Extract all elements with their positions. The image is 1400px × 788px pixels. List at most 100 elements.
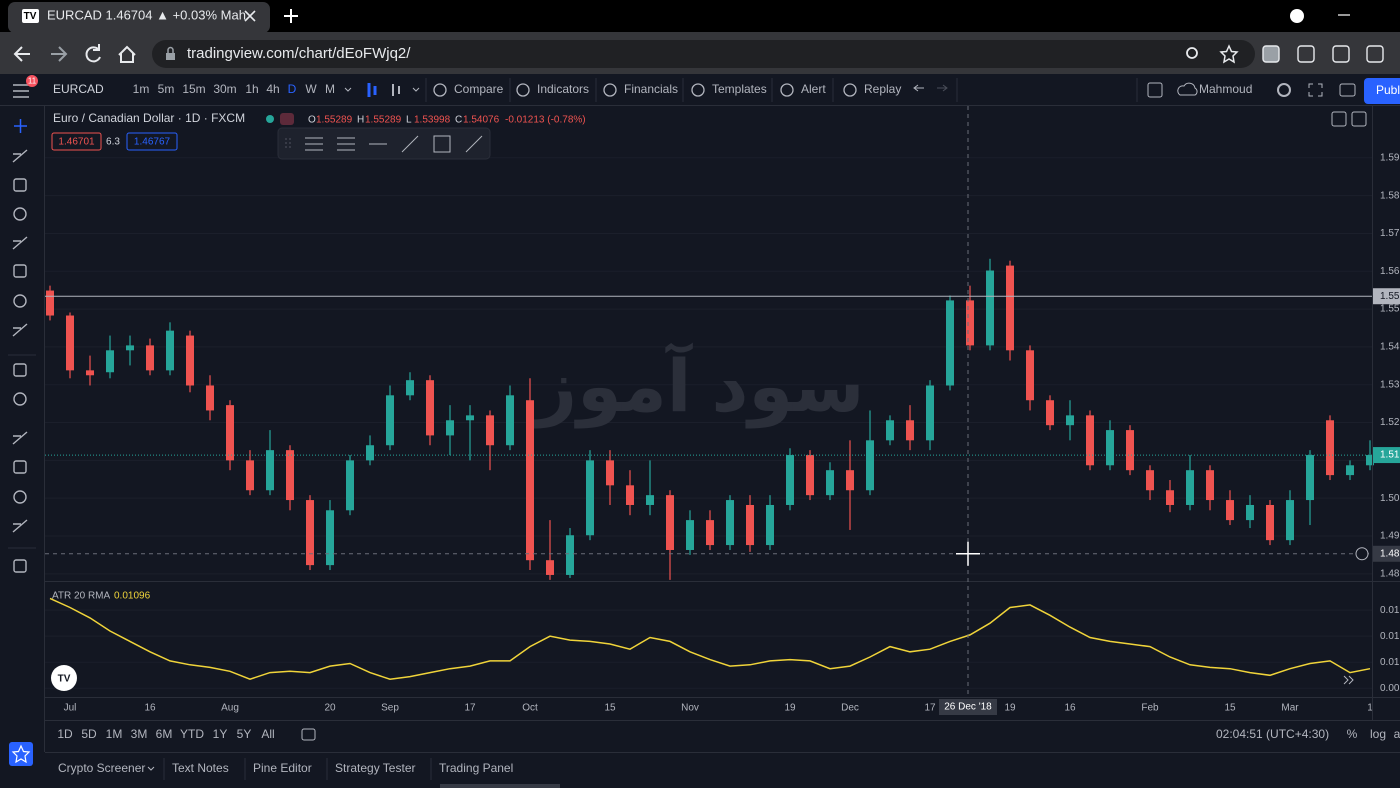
ask-box[interactable] <box>126 132 178 151</box>
axis-option[interactable]: log <box>1370 727 1386 741</box>
tool-icon[interactable] <box>12 149 28 163</box>
symbol[interactable]: EURCAD <box>53 82 104 96</box>
tool-icon[interactable] <box>13 178 27 192</box>
drawing-tool[interactable] <box>305 137 323 151</box>
tool-icon[interactable] <box>13 490 27 504</box>
interval[interactable]: 15m <box>182 82 205 96</box>
bottom-tab[interactable]: Crypto Screener <box>58 761 145 775</box>
toolbar-button[interactable]: Replay <box>864 82 901 96</box>
scroll-down[interactable] <box>1331 111 1347 127</box>
drawing-tool[interactable] <box>465 135 483 153</box>
extension[interactable] <box>1262 45 1280 63</box>
menu[interactable] <box>13 84 29 98</box>
settings[interactable] <box>1277 83 1291 97</box>
snapshot[interactable] <box>1339 83 1356 97</box>
candle-body <box>946 300 954 386</box>
tool-icon[interactable] <box>13 392 27 406</box>
candle-body <box>906 420 914 441</box>
extension[interactable] <box>1366 45 1384 63</box>
tool-icon[interactable] <box>13 294 27 308</box>
home[interactable] <box>118 45 136 63</box>
chart-chevron[interactable] <box>412 87 420 92</box>
reload[interactable] <box>85 44 101 63</box>
new-tab[interactable] <box>284 9 298 23</box>
range-button[interactable]: 5Y <box>237 727 252 741</box>
axis-option[interactable]: a <box>1394 727 1400 741</box>
interval-chevron[interactable] <box>344 87 352 92</box>
zoom[interactable] <box>1186 47 1198 59</box>
layout[interactable] <box>1147 82 1163 98</box>
favorites[interactable] <box>9 742 33 766</box>
toolbar-button[interactable]: Indicators <box>537 82 589 96</box>
toolbar-button[interactable]: Templates <box>712 82 767 96</box>
tool-icon[interactable] <box>12 236 28 250</box>
chart-type[interactable] <box>392 84 400 96</box>
candle-body <box>1126 430 1134 471</box>
tool-icon[interactable] <box>13 559 27 573</box>
drawing-tool[interactable] <box>433 135 451 153</box>
range-button[interactable]: 1Y <box>213 727 228 741</box>
auto-scale[interactable] <box>1351 111 1367 127</box>
user[interactable]: Mahmoud <box>1199 82 1252 96</box>
toolbar-button[interactable]: Compare <box>454 82 504 96</box>
range-button[interactable]: 5D <box>81 727 97 741</box>
bottom-tab[interactable]: Trading Panel <box>439 761 513 775</box>
redo[interactable] <box>937 84 948 92</box>
bottom-tab[interactable]: Text Notes <box>172 761 229 775</box>
active-tab[interactable] <box>8 2 270 33</box>
interval[interactable]: M <box>325 82 335 96</box>
tool-icon[interactable] <box>13 207 27 221</box>
profile-menu[interactable] <box>1290 9 1304 23</box>
interval[interactable]: W <box>305 82 317 96</box>
tab-chevron[interactable] <box>147 766 155 771</box>
tab-close[interactable] <box>244 10 256 22</box>
publish-button[interactable] <box>1364 78 1400 104</box>
extension[interactable] <box>1297 45 1315 63</box>
drawing-tool[interactable] <box>401 135 419 153</box>
forward[interactable] <box>51 46 68 62</box>
add-alert[interactable] <box>1355 547 1369 561</box>
publish[interactable]: Publi <box>1376 83 1400 97</box>
extension[interactable] <box>1332 45 1350 63</box>
interval[interactable]: 1m <box>133 82 150 96</box>
price-tag <box>1372 447 1400 464</box>
toolbar-button[interactable]: Financials <box>624 82 678 96</box>
tool-icon[interactable] <box>14 119 27 133</box>
interval[interactable]: 30m <box>213 82 236 96</box>
tool-icon[interactable] <box>13 264 27 278</box>
cloud[interactable] <box>1177 82 1198 96</box>
clock[interactable]: 02:04:51 (UTC+4:30) <box>1216 727 1329 741</box>
back[interactable] <box>13 46 30 62</box>
y-tick-label: 1.58 <box>1380 190 1400 201</box>
undo[interactable] <box>913 84 924 92</box>
fullscreen[interactable] <box>1308 83 1323 97</box>
watermark: سود آموز <box>533 342 865 429</box>
range-button[interactable]: 3M <box>131 727 148 741</box>
range-button[interactable]: YTD <box>180 727 204 741</box>
bottom-tab[interactable]: Pine Editor <box>253 761 312 775</box>
tool-icon[interactable] <box>13 363 27 377</box>
interval[interactable]: 1h <box>245 82 258 96</box>
bid-box[interactable] <box>51 132 102 151</box>
drawing-tool[interactable] <box>337 137 355 151</box>
range-button[interactable]: All <box>261 727 274 741</box>
axis-option[interactable]: % <box>1347 727 1358 741</box>
bookmark[interactable] <box>1219 44 1239 64</box>
x-tick-label: Sep <box>381 703 399 714</box>
url-field[interactable] <box>152 40 1255 68</box>
tool-icon[interactable] <box>13 460 27 474</box>
range-button[interactable]: 1D <box>57 727 73 741</box>
interval[interactable]: 5m <box>158 82 175 96</box>
tool-icon[interactable] <box>12 323 28 337</box>
candles-icon[interactable] <box>367 83 377 97</box>
range-button[interactable]: 6M <box>156 727 173 741</box>
scroll-right[interactable] <box>1343 675 1354 685</box>
goto-date[interactable] <box>301 728 316 741</box>
bottom-tab[interactable]: Strategy Tester <box>335 761 415 775</box>
interval[interactable]: 4h <box>266 82 279 96</box>
interval[interactable]: D <box>288 82 297 96</box>
range-button[interactable]: 1M <box>106 727 123 741</box>
tool-icon[interactable] <box>12 519 28 533</box>
toolbar-button[interactable]: Alert <box>801 82 826 96</box>
tool-icon[interactable] <box>12 431 28 445</box>
